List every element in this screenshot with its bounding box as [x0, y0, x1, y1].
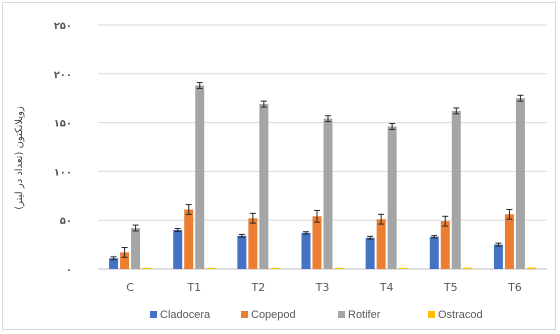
y-tick-label: ۰: [66, 265, 72, 276]
error-bar: [517, 94, 524, 102]
legend-label: Cladocera: [160, 309, 211, 321]
bar-ostracod-t5: [462, 267, 472, 269]
y-tick-label: ۵۰: [60, 216, 72, 227]
bar-cladocera-c: [109, 258, 119, 269]
bar-rotifer-t3: [323, 118, 333, 269]
bar-rotifer-t2: [259, 104, 269, 269]
bar-rotifer-t1: [195, 85, 205, 270]
error-bar: [314, 209, 320, 223]
error-bars: [110, 82, 524, 261]
bars: [109, 85, 536, 270]
error-bar: [325, 115, 331, 123]
error-bar: [121, 247, 128, 258]
bar-cladocera-t2: [237, 235, 247, 269]
error-bar: [238, 233, 245, 238]
error-bar: [495, 242, 502, 247]
legend-swatch: [241, 311, 248, 318]
bar-copepod-t4: [376, 219, 386, 269]
error-bar: [132, 224, 139, 232]
error-bar: [185, 204, 192, 215]
x-tick-label: T5: [443, 281, 458, 294]
chart-frame: [2, 2, 556, 330]
bar-ostracod-t6: [526, 267, 536, 269]
bar-copepod-t5: [440, 221, 450, 269]
error-bar: [260, 100, 267, 108]
y-tick-label: ۲۰۰: [54, 70, 72, 81]
y-tick-label: ۱۵۰: [54, 119, 72, 130]
legend-swatch: [150, 311, 157, 318]
legend-swatch: [338, 311, 345, 318]
error-bar: [367, 235, 374, 240]
error-bar: [442, 215, 449, 227]
x-tick-label: T2: [250, 281, 265, 294]
x-tick-label: T3: [315, 281, 330, 294]
bar-ostracod-c: [142, 268, 152, 269]
x-tick-label: T4: [379, 281, 394, 294]
error-bar: [249, 212, 256, 224]
bar-ostracod-t1: [206, 268, 216, 269]
gridlines: [98, 24, 547, 270]
bar-ostracod-t4: [398, 267, 408, 269]
bar-rotifer-c: [131, 228, 141, 269]
bar-copepod-t1: [184, 209, 194, 269]
bar-ostracod-t3: [334, 268, 344, 269]
legend: Cladocera Copepod Rotifer Ostracod: [150, 309, 483, 321]
error-bar: [174, 227, 181, 232]
bar-copepod-t3: [312, 216, 322, 269]
error-bar: [431, 235, 438, 239]
error-bar: [453, 107, 460, 115]
legend-item-copepod: Copepod: [241, 309, 296, 321]
bar-copepod-t2: [248, 218, 258, 269]
legend-item-ostracod: Ostracod: [428, 309, 483, 321]
legend-swatch: [428, 311, 435, 318]
legend-item-cladocera: Cladocera: [150, 309, 211, 321]
error-bar: [303, 231, 309, 235]
y-tick-label: ۱۰۰: [54, 167, 72, 178]
bar-cladocera-t1: [173, 229, 183, 269]
bar-cladocera-t5: [429, 236, 439, 269]
x-axis-ticks: C T1 T2 T3 T4 T5 T6: [126, 281, 522, 294]
error-bar: [196, 82, 203, 89]
bar-rotifer-t5: [451, 110, 461, 269]
x-tick-label: T6: [507, 281, 522, 294]
legend-label: Copepod: [251, 309, 296, 321]
legend-label: Ostracod: [438, 309, 483, 321]
error-bar: [110, 256, 117, 261]
legend-label: Rotifer: [348, 309, 381, 321]
x-tick-label: C: [126, 281, 134, 294]
bar-rotifer-t6: [515, 98, 525, 269]
bar-copepod-t6: [504, 214, 514, 269]
error-bar: [506, 208, 513, 220]
error-bar: [389, 123, 396, 130]
x-tick-label: T1: [186, 281, 201, 294]
bar-cladocera-t4: [365, 237, 375, 269]
y-tick-label: ۲۵۰: [54, 21, 72, 32]
bar-copepod-c: [120, 252, 130, 269]
legend-item-rotifer: Rotifer: [338, 309, 381, 321]
bar-ostracod-t2: [270, 268, 280, 269]
y-axis-ticks: ۰ ۵۰ ۱۰۰ ۱۵۰ ۲۰۰ ۲۵۰: [54, 21, 72, 276]
y-axis-title: زوپلانکتون (تعداد در لیتر): [14, 106, 25, 210]
error-bar: [378, 213, 385, 225]
bar-cladocera-t6: [493, 244, 503, 269]
bar-rotifer-t4: [387, 126, 397, 269]
bar-cladocera-t3: [301, 232, 311, 269]
